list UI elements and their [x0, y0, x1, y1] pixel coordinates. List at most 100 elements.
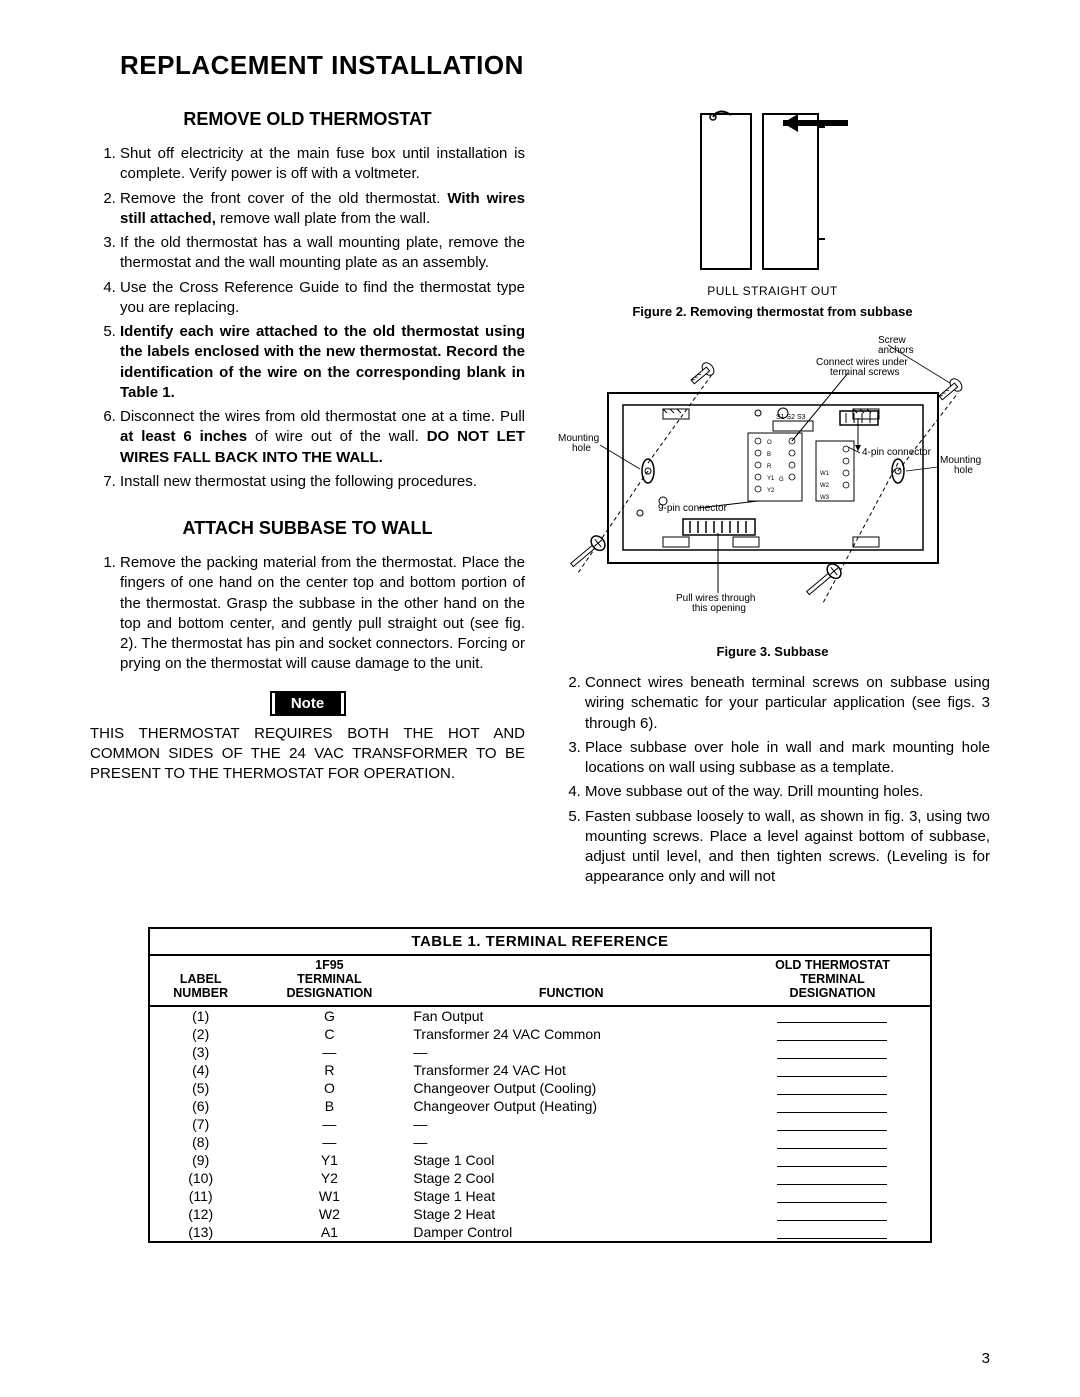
- cell-func: —: [407, 1115, 735, 1133]
- list-item: Use the Cross Reference Guide to find th…: [120, 278, 525, 319]
- right-column: PULL STRAIGHT OUT Figure 2. Removing the…: [555, 109, 990, 892]
- cell-func: Stage 2 Heat: [407, 1205, 735, 1223]
- svg-text:4-pin connector: 4-pin connector: [862, 447, 932, 458]
- cell-old: [735, 1097, 930, 1115]
- list-item: Move subbase out of the way. Drill mount…: [585, 782, 990, 802]
- table-title: TABLE 1. TERMINAL REFERENCE: [150, 929, 930, 956]
- svg-text:W2: W2: [820, 483, 830, 489]
- svg-text:W1: W1: [820, 471, 830, 477]
- cell-old: [735, 1079, 930, 1097]
- svg-text:G: G: [779, 477, 784, 483]
- cell-old: [735, 1187, 930, 1205]
- table-row: (1)GFan Output: [150, 1006, 930, 1025]
- cell-label: (12): [150, 1205, 251, 1223]
- cell-func: Stage 2 Cool: [407, 1169, 735, 1187]
- table-row: (8)——: [150, 1133, 930, 1151]
- svg-text:R: R: [767, 464, 772, 470]
- cell-func: Changeover Output (Heating): [407, 1097, 735, 1115]
- table-row: (6)BChangeover Output (Heating): [150, 1097, 930, 1115]
- list-item: Remove the packing material from the the…: [120, 553, 525, 675]
- cell-label: (7): [150, 1115, 251, 1133]
- left-column: REMOVE OLD THERMOSTAT Shut off electrici…: [90, 109, 525, 892]
- list-item: Place subbase over hole in wall and mark…: [585, 738, 990, 779]
- fig2-label: PULL STRAIGHT OUT: [555, 284, 990, 298]
- section1-list: Shut off electricity at the main fuse bo…: [90, 144, 525, 492]
- cell-term: —: [251, 1133, 407, 1151]
- cell-old: [735, 1025, 930, 1043]
- table-row: (12)W2Stage 2 Heat: [150, 1205, 930, 1223]
- th-label: Label Number: [150, 956, 251, 1006]
- section1-heading: REMOVE OLD THERMOSTAT: [90, 109, 525, 130]
- list-item: Remove the front cover of the old thermo…: [120, 189, 525, 230]
- cell-label: (6): [150, 1097, 251, 1115]
- cell-label: (3): [150, 1043, 251, 1061]
- cell-term: A1: [251, 1223, 407, 1241]
- cell-label: (1): [150, 1006, 251, 1025]
- svg-text:W3: W3: [820, 495, 830, 501]
- svg-text:Mountinghole: Mountinghole: [940, 455, 981, 476]
- cell-term: R: [251, 1061, 407, 1079]
- cell-term: G: [251, 1006, 407, 1025]
- table-row: (9)Y1Stage 1 Cool: [150, 1151, 930, 1169]
- cell-term: C: [251, 1025, 407, 1043]
- fig3-caption: Figure 3. Subbase: [555, 644, 990, 659]
- list-item: If the old thermostat has a wall mountin…: [120, 233, 525, 274]
- th-old: Old Thermostat Terminal Designation: [735, 956, 930, 1006]
- svg-text:Mountinghole: Mountinghole: [558, 433, 599, 454]
- right-list: Connect wires beneath terminal screws on…: [555, 673, 990, 888]
- table-row: (3)——: [150, 1043, 930, 1061]
- list-item: Identify each wire attached to the old t…: [120, 322, 525, 403]
- figure-3: O B R Y1 Y2 G S1 S2 S3 W1 W2: [555, 333, 990, 638]
- list-item: Install new thermostat using the followi…: [120, 472, 525, 492]
- list-item: Disconnect the wires from old thermostat…: [120, 407, 525, 468]
- cell-func: Transformer 24 VAC Common: [407, 1025, 735, 1043]
- cell-label: (4): [150, 1061, 251, 1079]
- columns: REMOVE OLD THERMOSTAT Shut off electrici…: [90, 109, 990, 892]
- cell-old: [735, 1061, 930, 1079]
- list-item: Shut off electricity at the main fuse bo…: [120, 144, 525, 185]
- cell-term: W1: [251, 1187, 407, 1205]
- svg-text:Pull wires throughthis opening: Pull wires throughthis opening: [676, 593, 755, 614]
- page-title: REPLACEMENT INSTALLATION: [120, 50, 990, 81]
- table-row: (5)OChangeover Output (Cooling): [150, 1079, 930, 1097]
- table-row: (7)——: [150, 1115, 930, 1133]
- cell-term: B: [251, 1097, 407, 1115]
- cell-term: —: [251, 1043, 407, 1061]
- cell-func: Damper Control: [407, 1223, 735, 1241]
- cell-func: Changeover Output (Cooling): [407, 1079, 735, 1097]
- table-row: (13)A1Damper Control: [150, 1223, 930, 1241]
- page-number: 3: [982, 1350, 990, 1367]
- cell-func: —: [407, 1133, 735, 1151]
- cell-old: [735, 1133, 930, 1151]
- cell-label: (5): [150, 1079, 251, 1097]
- cell-label: (13): [150, 1223, 251, 1241]
- table-row: (10)Y2Stage 2 Cool: [150, 1169, 930, 1187]
- table-row: (4)RTransformer 24 VAC Hot: [150, 1061, 930, 1079]
- list-item: Fasten subbase loosely to wall, as shown…: [585, 807, 990, 888]
- cell-old: [735, 1006, 930, 1025]
- cell-old: [735, 1043, 930, 1061]
- cell-old: [735, 1115, 930, 1133]
- svg-text:Connect wires underterminal sc: Connect wires underterminal screws: [816, 357, 908, 378]
- cell-term: —: [251, 1115, 407, 1133]
- svg-text:O: O: [767, 440, 772, 446]
- table-1: TABLE 1. TERMINAL REFERENCE Label Number…: [148, 927, 932, 1243]
- cell-term: O: [251, 1079, 407, 1097]
- cell-func: Fan Output: [407, 1006, 735, 1025]
- table-row: (2)CTransformer 24 VAC Common: [150, 1025, 930, 1043]
- svg-text:Y1: Y1: [767, 476, 775, 482]
- cell-label: (11): [150, 1187, 251, 1205]
- cell-label: (8): [150, 1133, 251, 1151]
- fig2-caption: Figure 2. Removing thermostat from subba…: [555, 304, 990, 319]
- cell-func: Stage 1 Heat: [407, 1187, 735, 1205]
- th-term: 1F95 Terminal Designation: [251, 956, 407, 1006]
- cell-term: W2: [251, 1205, 407, 1223]
- list-item: Connect wires beneath terminal screws on…: [585, 673, 990, 734]
- section2-heading: ATTACH SUBBASE TO WALL: [90, 518, 525, 539]
- cell-func: Stage 1 Cool: [407, 1151, 735, 1169]
- cell-term: Y2: [251, 1169, 407, 1187]
- cell-old: [735, 1223, 930, 1241]
- svg-text:9-pin connector: 9-pin connector: [658, 503, 728, 514]
- th-func: Function: [407, 956, 735, 1006]
- figure-2: PULL STRAIGHT OUT: [555, 109, 990, 298]
